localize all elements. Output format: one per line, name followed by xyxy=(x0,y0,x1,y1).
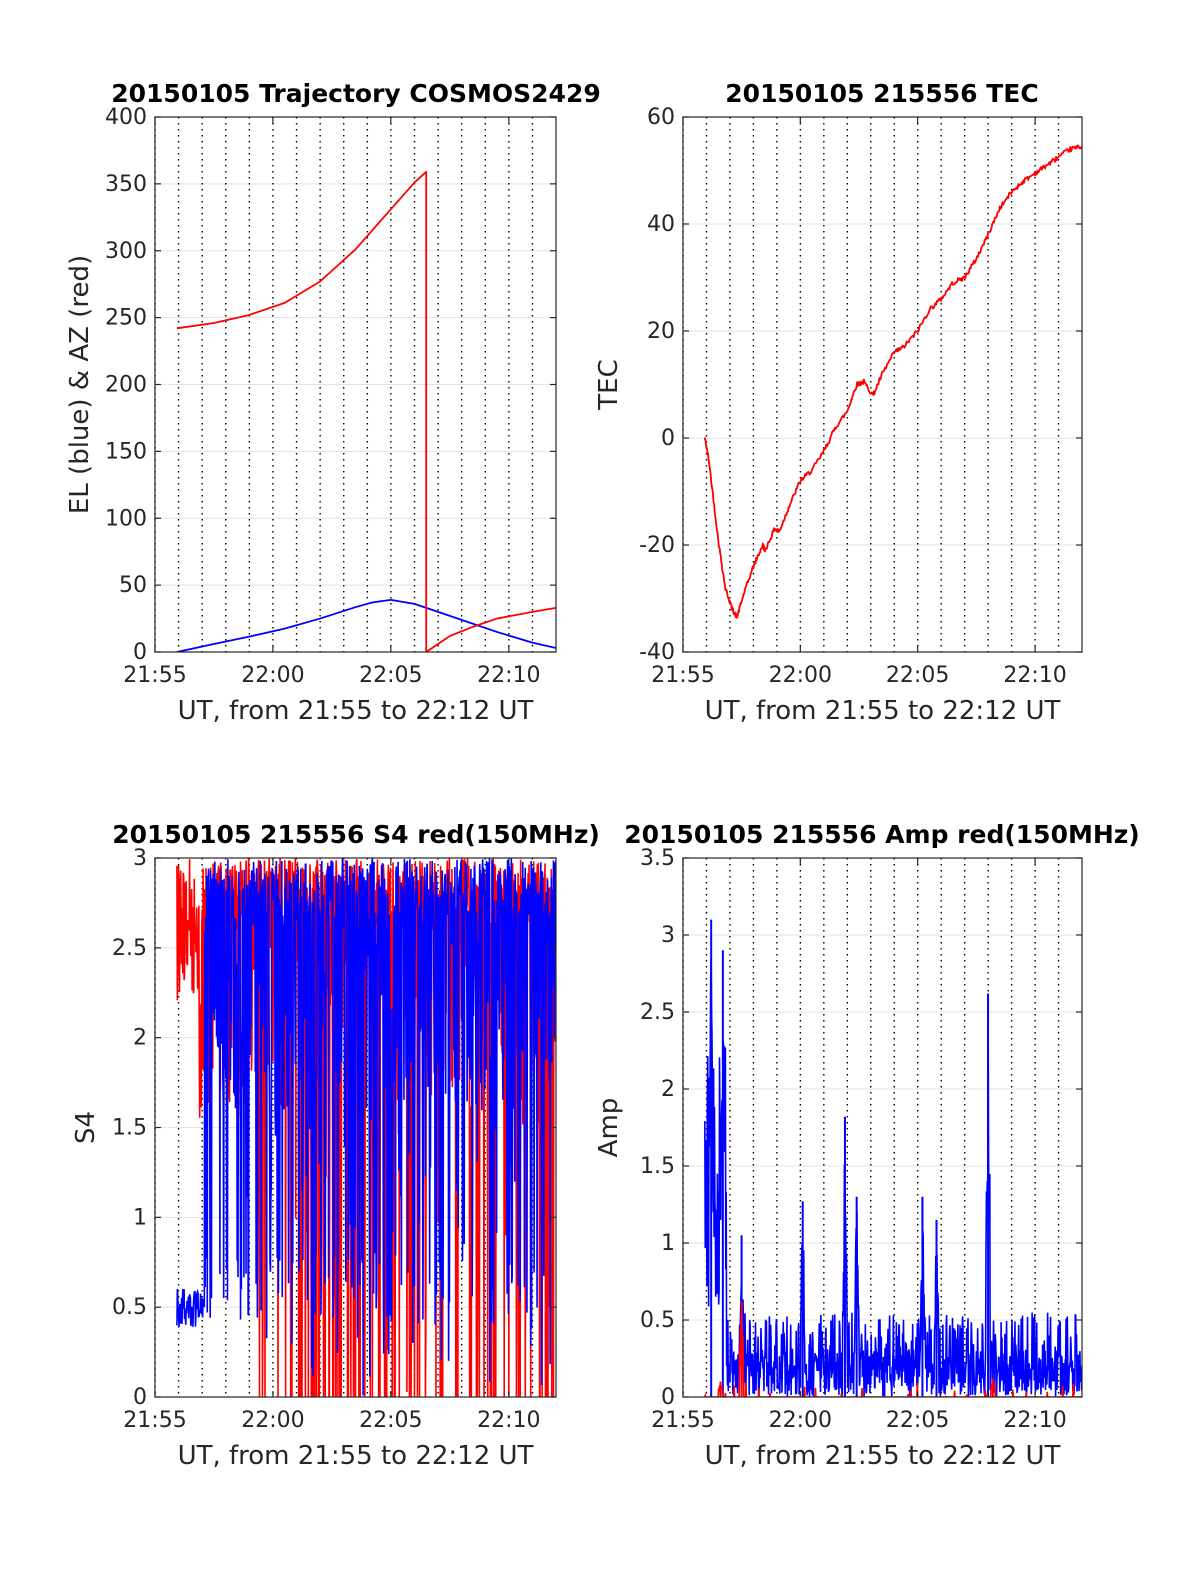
y-tick-label: 2 xyxy=(133,1026,147,1051)
y-axis-label: TEC xyxy=(594,359,624,410)
plot-area xyxy=(683,858,1082,1397)
y-tick-label: 100 xyxy=(105,506,147,531)
x-tick-label: 22:10 xyxy=(1003,1408,1066,1433)
x-axis-label: UT, from 21:55 to 22:12 UT xyxy=(705,1441,1061,1471)
y-tick-label: 0.5 xyxy=(112,1295,147,1320)
series-line-az xyxy=(176,170,556,652)
y-tick-label: 1.5 xyxy=(112,1116,147,1141)
y-tick-label: 0 xyxy=(133,1385,147,1410)
y-tick-label: 300 xyxy=(105,239,147,264)
x-tick-label: 22:10 xyxy=(1003,663,1066,688)
chart-title: 20150105 215556 Amp red(150MHz) xyxy=(624,820,1140,849)
axes-box xyxy=(682,857,1083,1398)
x-tick-label: 22:05 xyxy=(886,663,949,688)
x-tick-label: 21:55 xyxy=(651,1408,714,1433)
y-tick-label: -40 xyxy=(639,640,675,665)
x-tick-label: 22:05 xyxy=(359,1408,422,1433)
y-axis-label: Amp xyxy=(594,1098,624,1158)
x-axis-label: UT, from 21:55 to 22:12 UT xyxy=(705,696,1061,726)
x-tick-label: 21:55 xyxy=(651,663,714,688)
data-layer xyxy=(704,919,1082,1397)
y-tick-label: 0 xyxy=(661,1385,675,1410)
y-tick-label: -20 xyxy=(639,533,675,558)
y-tick-label: 200 xyxy=(105,373,147,398)
y-tick-label: 60 xyxy=(647,105,675,130)
y-tick-label: 250 xyxy=(105,306,147,331)
y-tick-label: 3 xyxy=(133,846,147,871)
y-tick-label: 40 xyxy=(647,212,675,237)
y-axis-label: S4 xyxy=(71,1111,101,1144)
y-tick-label: 150 xyxy=(105,439,147,464)
x-tick-label: 22:05 xyxy=(359,663,422,688)
axes-box xyxy=(682,116,1083,653)
x-tick-label: 22:00 xyxy=(241,663,304,688)
plot-area xyxy=(683,117,1082,652)
x-tick-label: 22:10 xyxy=(477,1408,540,1433)
s4-panel: 21:55 22:00 22:05 22:10 0 0.5 1 1.5 2 2.5 32015010… xyxy=(71,820,600,1471)
x-axis-label: UT, from 21:55 to 22:12 UT xyxy=(178,1441,534,1471)
y-tick-label: 2.5 xyxy=(112,936,147,961)
y-tick-label: 350 xyxy=(105,172,147,197)
data-layer xyxy=(703,144,1082,619)
x-tick-label: 22:00 xyxy=(769,663,832,688)
data-layer xyxy=(176,858,556,1397)
x-tick-label: 21:55 xyxy=(123,1408,186,1433)
series-line-el xyxy=(176,598,556,652)
series-line-amp-blue xyxy=(704,958,1082,1397)
tec-panel: 21:55 22:00 22:05 22:10 -40 -20 0 20 40 60 2015010… xyxy=(594,79,1083,726)
y-tick-label: 1 xyxy=(661,1231,675,1256)
x-tick-label: 22:05 xyxy=(886,1408,949,1433)
chart-title: 20150105 Trajectory COSMOS2429 xyxy=(111,79,601,108)
y-tick-label: 0 xyxy=(133,640,147,665)
y-tick-label: 1 xyxy=(133,1205,147,1230)
y-tick-label: 3.5 xyxy=(640,846,675,871)
y-tick-label: 20 xyxy=(647,319,675,344)
chart-title: 20150105 215556 S4 red(150MHz) xyxy=(112,820,600,849)
y-tick-label: 400 xyxy=(105,105,147,130)
y-tick-label: 2.5 xyxy=(640,1000,675,1025)
trajectory-panel: 21:55 22:00 22:05 22:10 0 50 100 150 200 250 300 35… xyxy=(65,79,601,726)
x-tick-label: 22:00 xyxy=(769,1408,832,1433)
y-tick-label: 3 xyxy=(661,923,675,948)
y-axis-label: EL (blue) & AZ (red) xyxy=(65,255,95,514)
data-layer xyxy=(176,170,556,652)
y-tick-label: 50 xyxy=(119,573,147,598)
y-tick-label: 0 xyxy=(661,426,675,451)
y-tick-label: 2 xyxy=(661,1077,675,1102)
amp-panel: 21:55 22:00 22:05 22:10 0 0.5 1 1.5 2 2.5 3 3.52015… xyxy=(594,820,1140,1471)
x-tick-label: 21:55 xyxy=(123,663,186,688)
x-tick-label: 22:10 xyxy=(477,663,540,688)
y-tick-label: 0.5 xyxy=(640,1308,675,1333)
series-line-s4-blue xyxy=(176,858,556,1396)
x-tick-label: 22:00 xyxy=(241,1408,304,1433)
x-axis-label: UT, from 21:55 to 22:12 UT xyxy=(178,696,534,726)
chart-title: 20150105 215556 TEC xyxy=(725,79,1038,108)
series-line-tec xyxy=(703,144,1082,619)
y-tick-label: 1.5 xyxy=(640,1154,675,1179)
